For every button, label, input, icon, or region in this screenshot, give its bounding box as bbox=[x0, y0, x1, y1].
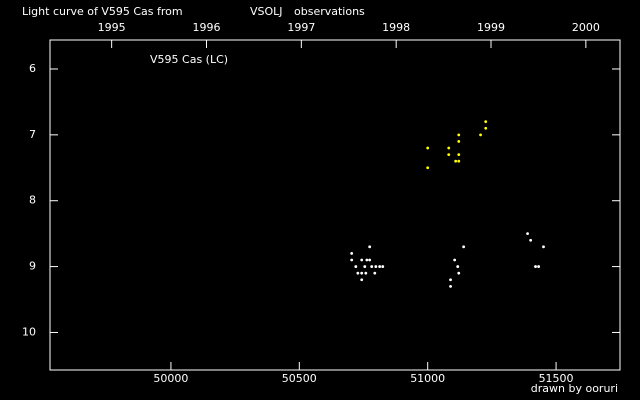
point bbox=[479, 133, 482, 137]
chart-title: Light curve of V595 Cas from bbox=[22, 5, 183, 18]
x-tick-label: 51000 bbox=[410, 372, 445, 385]
x-tick-label: 50000 bbox=[153, 372, 188, 385]
point bbox=[457, 153, 461, 157]
point bbox=[378, 265, 382, 268]
point bbox=[457, 133, 461, 137]
point bbox=[453, 258, 457, 262]
point bbox=[484, 120, 488, 124]
point bbox=[454, 159, 458, 163]
point bbox=[457, 159, 461, 163]
chart-title-suffix: observations bbox=[294, 5, 365, 18]
y-tick-label: 7 bbox=[29, 128, 36, 141]
x-tick-label: 51500 bbox=[539, 372, 574, 385]
point bbox=[364, 271, 368, 275]
point bbox=[542, 245, 545, 249]
point bbox=[360, 278, 364, 282]
x2-tick-label: 1998 bbox=[382, 21, 410, 34]
x2-tick-label: 1996 bbox=[192, 21, 220, 34]
legend-entry: VSOLJ bbox=[250, 5, 283, 18]
point bbox=[447, 146, 451, 150]
point bbox=[350, 252, 354, 255]
annotation: V595 Cas (LC) bbox=[150, 53, 228, 66]
point bbox=[360, 271, 364, 275]
y-tick-label: 9 bbox=[29, 260, 36, 273]
y-tick-label: 6 bbox=[29, 62, 36, 75]
x-tick-label: 50500 bbox=[282, 372, 317, 385]
point bbox=[368, 258, 372, 262]
point bbox=[381, 265, 385, 268]
point bbox=[457, 140, 461, 143]
point bbox=[534, 265, 537, 268]
point bbox=[363, 265, 367, 268]
point bbox=[426, 166, 430, 170]
point bbox=[526, 232, 529, 236]
x2-tick-label: 2000 bbox=[572, 21, 600, 34]
y-tick-label: 10 bbox=[22, 325, 36, 338]
point bbox=[374, 265, 378, 268]
point bbox=[529, 238, 533, 242]
point bbox=[354, 265, 358, 268]
point bbox=[356, 271, 360, 275]
plot-frame bbox=[49, 39, 621, 371]
point bbox=[457, 271, 461, 275]
point bbox=[368, 245, 372, 249]
point bbox=[360, 258, 364, 262]
point bbox=[426, 146, 430, 150]
point bbox=[462, 245, 466, 249]
point bbox=[449, 284, 452, 288]
point bbox=[537, 265, 541, 268]
x2-tick-label: 1997 bbox=[287, 21, 315, 34]
point bbox=[350, 258, 354, 262]
point bbox=[365, 258, 369, 262]
point bbox=[373, 271, 377, 275]
x2-tick-label: 1999 bbox=[477, 21, 505, 34]
credit: drawn by ooruri bbox=[531, 382, 618, 395]
x2-tick-label: 1995 bbox=[98, 21, 126, 34]
point bbox=[484, 126, 488, 130]
point bbox=[447, 153, 451, 157]
y-tick-label: 8 bbox=[29, 194, 36, 207]
point bbox=[456, 265, 460, 268]
point bbox=[449, 278, 452, 282]
point bbox=[370, 265, 374, 268]
